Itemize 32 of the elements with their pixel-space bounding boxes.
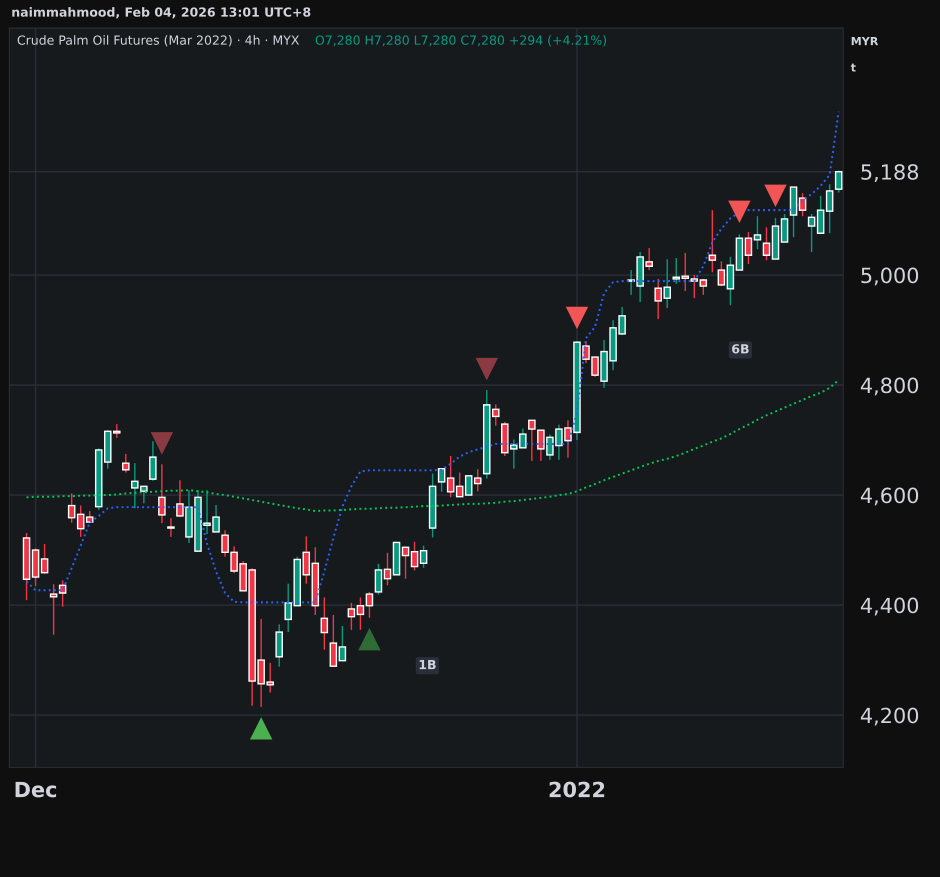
point: [476, 358, 498, 380]
point: [764, 184, 787, 208]
y-tick-label: 4,400: [860, 598, 918, 616]
y-tick-label: 4,600: [860, 488, 918, 506]
x-tick-label: 2022: [550, 782, 604, 798]
candlestick: [122, 453, 130, 474]
y-tick-label: 5,188: [861, 164, 918, 182]
candlestick: [50, 584, 58, 636]
text: t: [850, 64, 856, 72]
point: [250, 717, 272, 740]
candlestick: [167, 517, 175, 538]
candlestick: [58, 580, 66, 608]
annotation: 6B: [732, 344, 749, 354]
y-tick-label: 4,800: [860, 378, 918, 396]
x-tick-label: Dec: [16, 782, 56, 798]
candlestick: [158, 464, 166, 524]
point: [150, 432, 174, 455]
candlestick: [708, 209, 716, 273]
y-tick-label: 4,200: [860, 708, 918, 726]
point: [728, 200, 751, 223]
candlestick: [320, 596, 328, 650]
candlestick: [834, 170, 842, 194]
text: MYR: [852, 37, 878, 46]
candlestick: [149, 440, 157, 482]
line-series: [26, 379, 840, 512]
y-tick-label: 5,000: [861, 268, 918, 286]
point: [566, 306, 588, 330]
annotation: 1B: [420, 660, 436, 670]
text: O7,280 H7,280 L7,280 C7,280 +294 (+4.21%): [316, 35, 606, 46]
text: Crude Palm Oil Futures (Mar 2022) · 4h · MYX: [18, 35, 300, 46]
point: [358, 628, 381, 650]
text: naimmahmood, Feb 04, 2026 13:01 UTC+8: [12, 7, 310, 18]
